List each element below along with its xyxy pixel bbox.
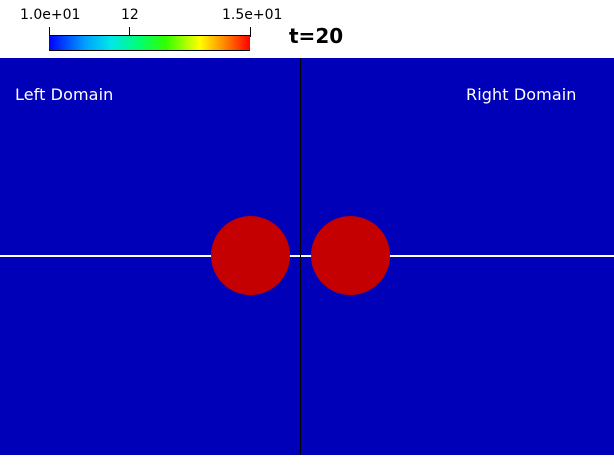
left-domain-label: Left Domain: [15, 85, 114, 104]
colorbar-max-tick: [250, 27, 251, 37]
right-red-blob: [311, 216, 390, 295]
colorbar: [49, 35, 250, 51]
legend-panel: 1.0e+01 12 1.5e+01 t=20: [0, 0, 614, 58]
domain-divider-line: [300, 58, 301, 476]
colorbar-mid-label: 12: [121, 7, 139, 23]
right-domain-label: Right Domain: [466, 85, 577, 104]
time-label: t=20: [289, 24, 344, 48]
render-viewport[interactable]: Left Domain Right Domain: [0, 58, 614, 476]
colorbar-max-label: 1.5e+01: [222, 7, 283, 23]
colorbar-min-label: 1.0e+01: [20, 7, 81, 23]
horizontal-slice-line: [0, 255, 614, 257]
colorbar-min-tick: [49, 27, 50, 37]
left-red-blob: [211, 216, 290, 295]
bottom-blank-area: [0, 455, 614, 476]
colorbar-mid-tick: [129, 27, 130, 41]
